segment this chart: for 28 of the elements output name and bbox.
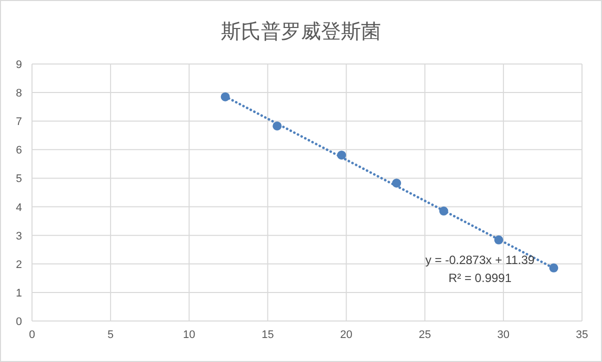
point bbox=[439, 206, 448, 216]
x-tick-label: 30 bbox=[497, 329, 510, 341]
annotation: y = -0.2873x + 11.39 bbox=[425, 253, 535, 267]
y-tick-label: 4 bbox=[16, 202, 22, 214]
x-tick-label: 25 bbox=[418, 329, 431, 341]
x-tick-label: 20 bbox=[340, 329, 352, 341]
y-tick-label: 0 bbox=[16, 316, 22, 328]
y-tick-label: 8 bbox=[16, 88, 22, 100]
point bbox=[392, 178, 402, 188]
x-tick-label: 35 bbox=[576, 329, 588, 341]
annotation: R² = 0.9991 bbox=[448, 271, 512, 285]
y-tick-label: 7 bbox=[16, 116, 22, 128]
x-tick-label: 10 bbox=[183, 329, 196, 341]
point bbox=[494, 235, 504, 244]
y-tick-label: 6 bbox=[16, 144, 22, 157]
y-tick-label: 2 bbox=[16, 258, 22, 271]
chart-title: 斯氏普罗威登斯菌 bbox=[221, 20, 381, 43]
y-tick-label: 1 bbox=[16, 287, 22, 300]
x-tick-label: 0 bbox=[28, 329, 36, 341]
y-tick-label: 3 bbox=[16, 230, 22, 242]
point bbox=[272, 121, 282, 130]
y-tick-label: 9 bbox=[16, 59, 22, 71]
point bbox=[220, 92, 230, 102]
point bbox=[549, 263, 558, 272]
point bbox=[337, 150, 346, 160]
x-tick-label: 5 bbox=[108, 329, 114, 341]
x-tick-label: 15 bbox=[262, 329, 274, 341]
y-tick-label: 5 bbox=[16, 173, 22, 186]
